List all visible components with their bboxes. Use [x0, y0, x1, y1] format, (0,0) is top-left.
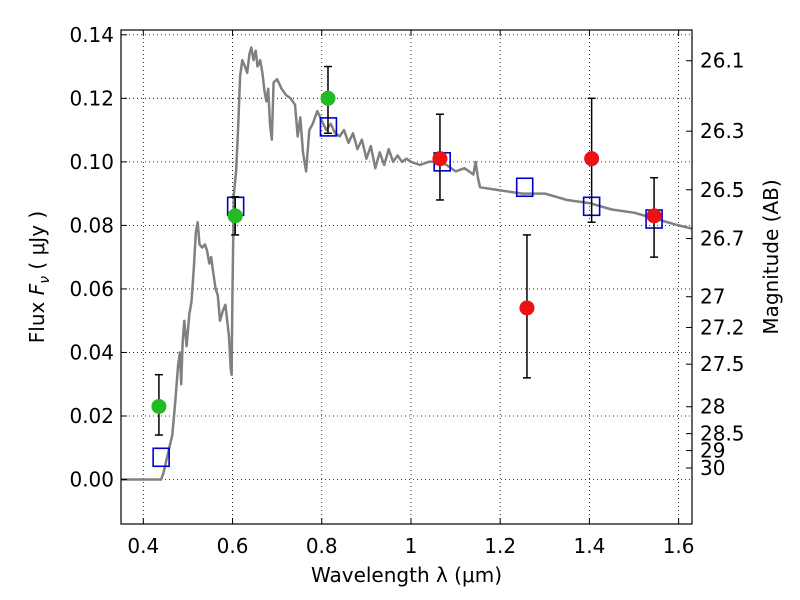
y-tick-label: 0.04 — [69, 340, 114, 364]
y2-tick-label: 26.1 — [700, 49, 745, 73]
model-square — [515, 177, 534, 198]
template-spectrum-line — [121, 46, 692, 481]
y-tick-label: 0.14 — [69, 23, 114, 47]
y2-tick-label: 26.5 — [700, 178, 745, 202]
y2-tick-label: 28.5 — [700, 422, 745, 446]
axes-frame — [120, 29, 693, 525]
x-tick-label: 1.4 — [573, 534, 605, 558]
x-tick-label: 0.6 — [217, 534, 249, 558]
plot-area — [121, 46, 692, 481]
axis-ticks: 0.4 0.6 0.8 1 1.2 1.4 1.6 0.00 0.02 0.04 0.06 0.08 0… — [69, 23, 744, 558]
y-axis-label: Flux Fν ( μJy ) — [25, 211, 53, 343]
y2-tick-label: 30 — [700, 456, 725, 480]
y-tick-label: 0.00 — [69, 468, 114, 492]
plot-series — [121, 46, 692, 481]
x-tick-label: 0.4 — [127, 534, 159, 558]
y2-tick-label: 27 — [700, 285, 725, 309]
green-data-point — [320, 90, 336, 106]
y2-tick-label: 28 — [700, 395, 725, 419]
x-tick-label: 0.8 — [306, 534, 338, 558]
y2-tick-label: 27.2 — [700, 315, 745, 339]
red-data-point — [432, 151, 448, 167]
y2-tick-label: 29 — [700, 439, 725, 463]
grid-lines — [121, 30, 692, 524]
red-data-point — [519, 300, 535, 316]
green-data-point — [227, 208, 243, 224]
x-tick-label: 1.2 — [484, 534, 516, 558]
red-data-point — [646, 208, 662, 224]
y2-tick-label: 26.7 — [700, 227, 745, 251]
y-tick-label: 0.12 — [69, 86, 114, 110]
y-tick-label: 0.02 — [69, 404, 114, 428]
x-tick-label: 1 — [405, 534, 418, 558]
x-tick-label: 1.6 — [663, 534, 695, 558]
red-data-point — [584, 151, 600, 167]
y-tick-label: 0.08 — [69, 213, 114, 237]
model-square — [152, 447, 170, 468]
y2-tick-label: 26.3 — [700, 119, 745, 143]
y-tick-label: 0.06 — [69, 277, 114, 301]
y-tick-label: 0.10 — [69, 150, 114, 174]
y2-tick-label: 27.5 — [700, 352, 745, 376]
green-data-point — [151, 398, 167, 414]
x-axis-label: Wavelength λ (μm) — [311, 563, 502, 587]
y2-axis-label: Magnitude (AB) — [759, 179, 783, 334]
